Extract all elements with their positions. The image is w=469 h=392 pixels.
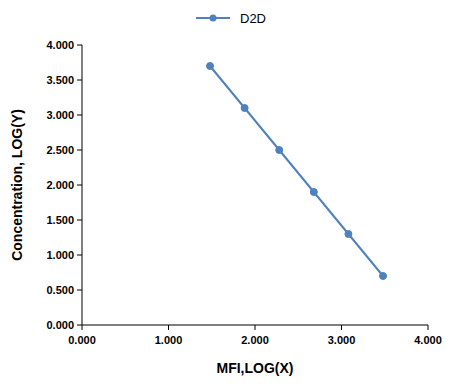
- x-tick-label: 4.000: [414, 334, 442, 346]
- y-tick: [77, 45, 82, 46]
- x-tick: [428, 325, 429, 330]
- x-tick-label: 3.000: [328, 334, 356, 346]
- legend: D2D: [196, 11, 266, 26]
- chart-container: 0.000 0.500 1.000 1.500 2.000 2.500 3.000 3.500…: [0, 0, 469, 392]
- legend-label: D2D: [240, 11, 266, 26]
- y-tick-label: 2.000: [46, 179, 74, 191]
- x-tick-label: 1.000: [155, 334, 183, 346]
- y-tick-label: 2.500: [46, 144, 74, 156]
- point: [380, 273, 387, 280]
- legend-marker: [210, 15, 217, 22]
- y-tick: [77, 255, 82, 256]
- series-line: [210, 66, 383, 276]
- x-axis-label: MFI,LOG(X): [217, 360, 294, 376]
- y-tick-label: 3.000: [46, 109, 74, 121]
- x-tick-label: 0.000: [68, 334, 96, 346]
- y-axis-label: Concentration, LOG(Y): [9, 109, 25, 261]
- x-tick: [82, 325, 83, 330]
- y-tick: [77, 185, 82, 186]
- point: [345, 231, 352, 238]
- y-tick: [77, 115, 82, 116]
- point: [241, 105, 248, 112]
- chart: 0.000 0.500 1.000 1.500 2.000 2.500 3.000 3.500…: [0, 0, 469, 392]
- y-tick-label: 4.000: [46, 39, 74, 51]
- x-tick: [341, 325, 342, 330]
- y-tick-label: 1.500: [46, 214, 74, 226]
- y-tick-label: 3.500: [46, 74, 74, 86]
- y-tick: [77, 80, 82, 81]
- point: [207, 63, 214, 70]
- x-tick: [168, 325, 169, 330]
- point: [276, 147, 283, 154]
- y-tick-label: 0.500: [46, 284, 74, 296]
- x-tick-label: 2.000: [241, 334, 269, 346]
- y-tick: [77, 290, 82, 291]
- plot-area: [207, 63, 387, 280]
- x-tick: [255, 325, 256, 330]
- y-tick: [77, 150, 82, 151]
- y-tick-label: 1.000: [46, 249, 74, 261]
- y-tick: [77, 325, 82, 326]
- y-tick: [77, 220, 82, 221]
- y-tick-label: 0.000: [46, 319, 74, 331]
- point: [310, 189, 317, 196]
